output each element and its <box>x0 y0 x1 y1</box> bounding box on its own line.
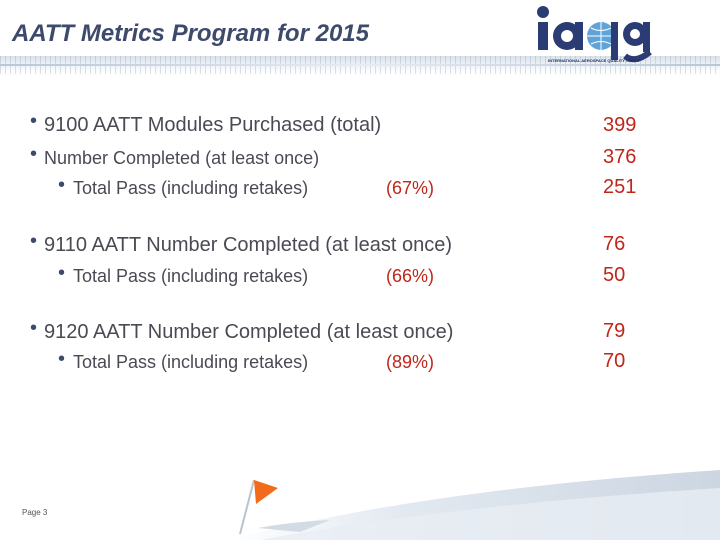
row-value: 70 <box>603 350 626 372</box>
row-value: 50 <box>603 264 626 286</box>
bullet-icon: • <box>58 348 66 370</box>
row-value: 376 <box>603 146 637 168</box>
row-value: 76 <box>603 233 626 255</box>
row-label: Total Pass (including retakes) <box>73 352 309 372</box>
header-band <box>0 56 720 74</box>
flag-icon <box>239 479 278 535</box>
bullet-icon: • <box>30 143 38 165</box>
page-number: Page 3 <box>22 508 48 517</box>
row-value: 399 <box>603 114 637 136</box>
logo-subtitle: INTERNATIONAL AEROSPACE QUALITY GROUP <box>548 58 641 63</box>
bottom-swoosh <box>230 470 720 540</box>
list-item: • Total Pass (including retakes) (89%) 7… <box>0 348 720 380</box>
list-item: • Total Pass (including retakes) (66%) 5… <box>0 262 720 294</box>
list-item: • 9120 AATT Number Completed (at least o… <box>0 317 720 349</box>
bullet-icon: • <box>30 230 38 252</box>
slide-title: AATT Metrics Program for 2015 <box>12 20 369 47</box>
row-percent: (66%) <box>386 266 435 286</box>
row-label: Number Completed (at least once) <box>44 148 320 168</box>
row-label: Total Pass (including retakes) <box>73 266 309 286</box>
list-item: • Total Pass (including retakes) (67%) 2… <box>0 174 720 206</box>
bullet-icon: • <box>30 317 38 339</box>
iaqg-logo <box>537 6 652 63</box>
list-item: • 9100 AATT Modules Purchased (total) 39… <box>0 110 720 142</box>
bullet-icon: • <box>58 262 66 284</box>
row-label: 9110 AATT Number Completed (at least onc… <box>44 234 452 256</box>
row-label: Total Pass (including retakes) <box>73 178 309 198</box>
row-percent: (67%) <box>386 178 435 198</box>
row-value: 79 <box>603 320 626 342</box>
list-item: • Number Completed (at least once) 376 <box>0 143 720 176</box>
row-value: 251 <box>603 176 637 198</box>
row-label: 9100 AATT Modules Purchased (total) <box>44 114 382 136</box>
list-item: • 9110 AATT Number Completed (at least o… <box>0 230 720 262</box>
row-label: 9120 AATT Number Completed (at least onc… <box>44 321 454 343</box>
row-percent: (89%) <box>386 352 435 372</box>
bullet-icon: • <box>30 110 38 132</box>
bullet-icon: • <box>58 174 66 196</box>
